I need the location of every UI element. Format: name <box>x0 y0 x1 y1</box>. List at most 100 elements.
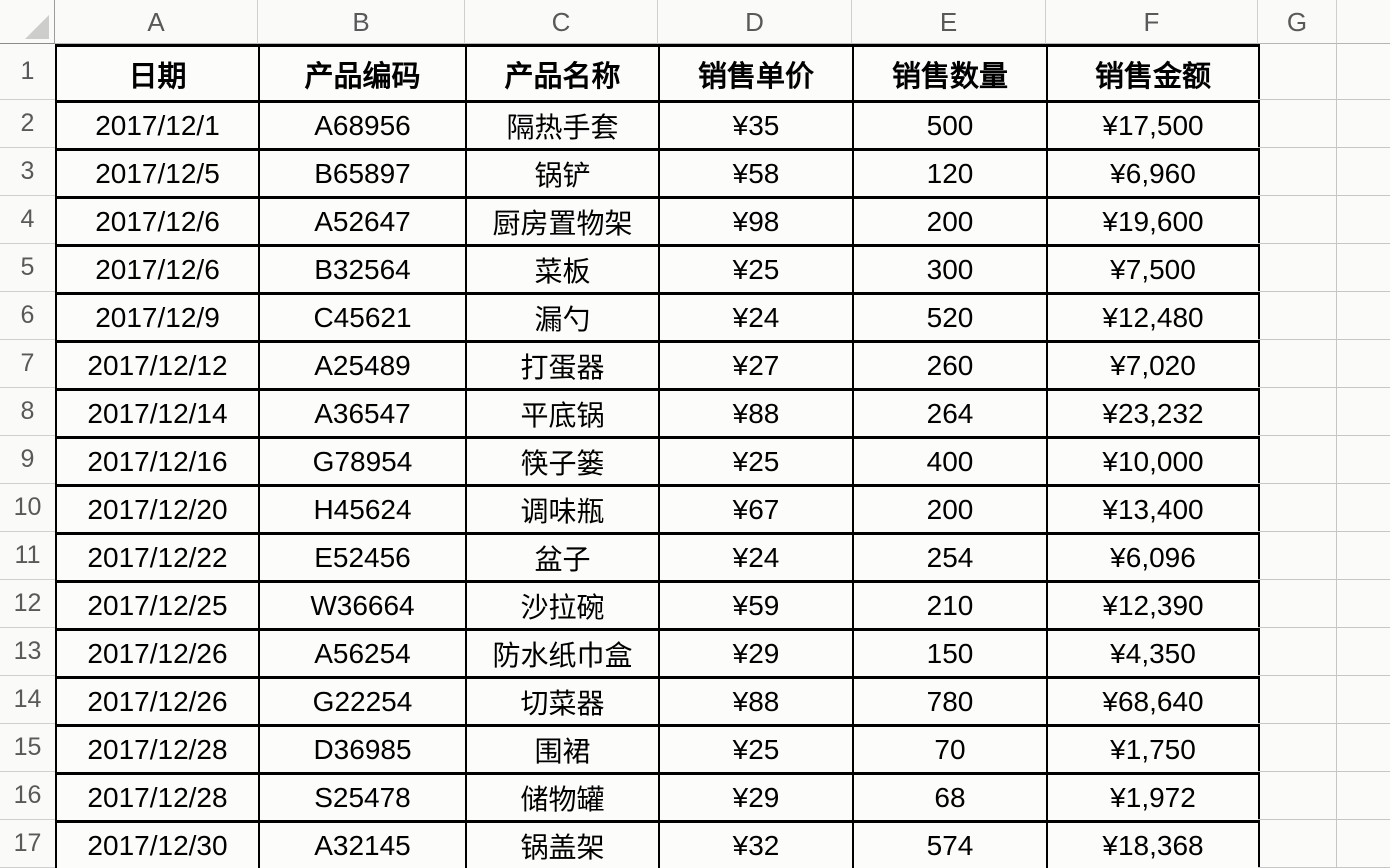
row-header-2[interactable]: 2 <box>0 100 55 148</box>
cell-D15[interactable]: ¥25 <box>658 724 854 775</box>
cell-B12[interactable]: W36664 <box>258 580 467 631</box>
cell-G5[interactable] <box>1258 244 1337 291</box>
row-header-7[interactable]: 7 <box>0 340 55 388</box>
cell-G10[interactable] <box>1258 484 1337 531</box>
cell-E7[interactable]: 260 <box>852 340 1048 391</box>
cell-A5[interactable]: 2017/12/6 <box>55 244 260 295</box>
cell-C7[interactable]: 打蛋器 <box>465 340 660 391</box>
cell-D3[interactable]: ¥58 <box>658 148 854 199</box>
cell-C10[interactable]: 调味瓶 <box>465 484 660 535</box>
cell-D11[interactable]: ¥24 <box>658 532 854 583</box>
cell-G17[interactable] <box>1258 820 1337 867</box>
cell-E14[interactable]: 780 <box>852 676 1048 727</box>
cell-D6[interactable]: ¥24 <box>658 292 854 343</box>
cell-B7[interactable]: A25489 <box>258 340 467 391</box>
select-all-corner[interactable] <box>0 0 55 44</box>
cell-C4[interactable]: 厨房置物架 <box>465 196 660 247</box>
cell-F10[interactable]: ¥13,400 <box>1046 484 1260 535</box>
cell-F7[interactable]: ¥7,020 <box>1046 340 1260 391</box>
cell-B6[interactable]: C45621 <box>258 292 467 343</box>
cell-D12[interactable]: ¥59 <box>658 580 854 631</box>
cell-E10[interactable]: 200 <box>852 484 1048 535</box>
cell-E4[interactable]: 200 <box>852 196 1048 247</box>
cell-E13[interactable]: 150 <box>852 628 1048 679</box>
cell-G2[interactable] <box>1258 100 1337 147</box>
row-header-9[interactable]: 9 <box>0 436 55 484</box>
cell-C13[interactable]: 防水纸巾盒 <box>465 628 660 679</box>
cell-A7[interactable]: 2017/12/12 <box>55 340 260 391</box>
cell-C12[interactable]: 沙拉碗 <box>465 580 660 631</box>
header-cell-quantity[interactable]: 销售数量 <box>852 44 1048 103</box>
cell-A4[interactable]: 2017/12/6 <box>55 196 260 247</box>
cell-E17[interactable]: 574 <box>852 820 1048 868</box>
cell-C2[interactable]: 隔热手套 <box>465 100 660 151</box>
cell-E8[interactable]: 264 <box>852 388 1048 439</box>
cell-G14[interactable] <box>1258 676 1337 723</box>
cell-G13[interactable] <box>1258 628 1337 675</box>
cell-G11[interactable] <box>1258 532 1337 579</box>
cell-G6[interactable] <box>1258 292 1337 339</box>
cell-B9[interactable]: G78954 <box>258 436 467 487</box>
row-header-15[interactable]: 15 <box>0 724 55 772</box>
cell-B11[interactable]: E52456 <box>258 532 467 583</box>
cell-B2[interactable]: A68956 <box>258 100 467 151</box>
row-header-3[interactable]: 3 <box>0 148 55 196</box>
cell-B13[interactable]: A56254 <box>258 628 467 679</box>
cell-F4[interactable]: ¥19,600 <box>1046 196 1260 247</box>
cell-E16[interactable]: 68 <box>852 772 1048 823</box>
row-header-12[interactable]: 12 <box>0 580 55 628</box>
cell-F9[interactable]: ¥10,000 <box>1046 436 1260 487</box>
cell-B14[interactable]: G22254 <box>258 676 467 727</box>
cell-D14[interactable]: ¥88 <box>658 676 854 727</box>
column-header-partial[interactable] <box>1337 0 1390 44</box>
cell-F17[interactable]: ¥18,368 <box>1046 820 1260 868</box>
cell-G15[interactable] <box>1258 724 1337 771</box>
cell-G16[interactable] <box>1258 772 1337 819</box>
cell-G3[interactable] <box>1258 148 1337 195</box>
row-header-1[interactable]: 1 <box>0 44 55 100</box>
column-header-D[interactable]: D <box>658 0 852 44</box>
cell-A15[interactable]: 2017/12/28 <box>55 724 260 775</box>
cell-B3[interactable]: B65897 <box>258 148 467 199</box>
header-cell-amount[interactable]: 销售金额 <box>1046 44 1260 103</box>
cell-A2[interactable]: 2017/12/1 <box>55 100 260 151</box>
cell-C16[interactable]: 储物罐 <box>465 772 660 823</box>
cell-C5[interactable]: 菜板 <box>465 244 660 295</box>
column-header-G[interactable]: G <box>1258 0 1337 44</box>
cell-B17[interactable]: A32145 <box>258 820 467 868</box>
cell-A10[interactable]: 2017/12/20 <box>55 484 260 535</box>
cell-F16[interactable]: ¥1,972 <box>1046 772 1260 823</box>
cell-A6[interactable]: 2017/12/9 <box>55 292 260 343</box>
column-header-E[interactable]: E <box>852 0 1046 44</box>
row-header-6[interactable]: 6 <box>0 292 55 340</box>
cell-C9[interactable]: 筷子篓 <box>465 436 660 487</box>
cell-A17[interactable]: 2017/12/30 <box>55 820 260 868</box>
column-header-A[interactable]: A <box>55 0 258 44</box>
cell-D4[interactable]: ¥98 <box>658 196 854 247</box>
cell-F14[interactable]: ¥68,640 <box>1046 676 1260 727</box>
cell-B4[interactable]: A52647 <box>258 196 467 247</box>
cell-C11[interactable]: 盆子 <box>465 532 660 583</box>
cell-B15[interactable]: D36985 <box>258 724 467 775</box>
row-header-5[interactable]: 5 <box>0 244 55 292</box>
cell-D5[interactable]: ¥25 <box>658 244 854 295</box>
row-header-10[interactable]: 10 <box>0 484 55 532</box>
row-header-4[interactable]: 4 <box>0 196 55 244</box>
row-header-8[interactable]: 8 <box>0 388 55 436</box>
cell-G12[interactable] <box>1258 580 1337 627</box>
row-header-13[interactable]: 13 <box>0 628 55 676</box>
cell-E5[interactable]: 300 <box>852 244 1048 295</box>
cell-F5[interactable]: ¥7,500 <box>1046 244 1260 295</box>
row-header-11[interactable]: 11 <box>0 532 55 580</box>
cell-B16[interactable]: S25478 <box>258 772 467 823</box>
cell-A13[interactable]: 2017/12/26 <box>55 628 260 679</box>
header-cell-unit-price[interactable]: 销售单价 <box>658 44 854 103</box>
cell-G8[interactable] <box>1258 388 1337 435</box>
cell-F11[interactable]: ¥6,096 <box>1046 532 1260 583</box>
cell-D16[interactable]: ¥29 <box>658 772 854 823</box>
row-header-14[interactable]: 14 <box>0 676 55 724</box>
cell-C6[interactable]: 漏勺 <box>465 292 660 343</box>
cell-G9[interactable] <box>1258 436 1337 483</box>
cell-B5[interactable]: B32564 <box>258 244 467 295</box>
row-header-16[interactable]: 16 <box>0 772 55 820</box>
